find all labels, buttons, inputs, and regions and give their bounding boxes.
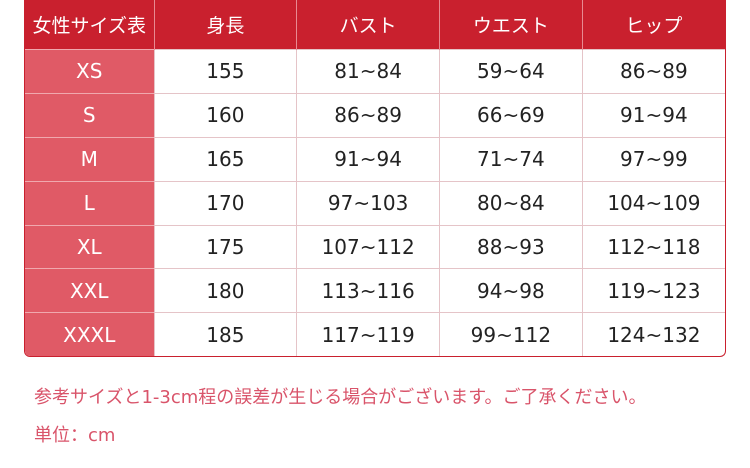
table-cell: 97~103 [296, 180, 440, 226]
table-cell: 86~89 [581, 49, 725, 94]
column-header: 身長 [153, 0, 297, 50]
table-row: XXXL 185 117~119 99~112 124~132 [25, 312, 725, 356]
table-row: XXL 180 113~116 94~98 119~123 [25, 268, 725, 313]
disclaimer-note: 参考サイズと1-3cm程の誤差が生じる場合がございます。ご了承ください。 [34, 387, 647, 408]
table-cell: 94~98 [439, 268, 583, 313]
table-cell: 107~112 [296, 224, 440, 269]
size-label: XXL [25, 268, 154, 313]
size-label: L [25, 180, 154, 226]
table-row: M 165 91~94 71~74 97~99 [25, 136, 725, 182]
size-label: XS [25, 49, 154, 94]
table-row: XS 155 81~84 59~64 86~89 [25, 49, 725, 94]
size-label: XL [25, 224, 154, 269]
table-cell: 97~99 [581, 136, 725, 182]
header-row: 女性サイズ表 身長 バスト ウエスト ヒップ [25, 0, 725, 50]
table-cell: 59~64 [439, 49, 583, 94]
table-cell: 180 [153, 268, 297, 313]
column-header: 女性サイズ表 [25, 0, 154, 50]
table-cell: 80~84 [439, 180, 583, 226]
table-cell: 117~119 [296, 312, 440, 356]
size-chart-table: 女性サイズ表 身長 バスト ウエスト ヒップ XS 155 81~84 59~64 86~89 S… [24, 0, 726, 357]
table-cell: 91~94 [296, 136, 440, 182]
table-cell: 185 [153, 312, 297, 356]
table-cell: 124~132 [581, 312, 725, 356]
size-label: S [25, 92, 154, 138]
table-cell: 71~74 [439, 136, 583, 182]
table-cell: 119~123 [581, 268, 725, 313]
table-cell: 81~84 [296, 49, 440, 94]
size-label: XXXL [25, 312, 154, 356]
table-cell: 112~118 [581, 224, 725, 269]
table-cell: 86~89 [296, 92, 440, 138]
table-cell: 160 [153, 92, 297, 138]
table-cell: 88~93 [439, 224, 583, 269]
column-header: ウエスト [439, 0, 583, 50]
table-row: XL 175 107~112 88~93 112~118 [25, 224, 725, 269]
column-header: ヒップ [581, 0, 725, 50]
table-cell: 155 [153, 49, 297, 94]
table-cell: 66~69 [439, 92, 583, 138]
table-cell: 91~94 [581, 92, 725, 138]
table-row: S 160 86~89 66~69 91~94 [25, 92, 725, 138]
size-label: M [25, 136, 154, 182]
table-cell: 165 [153, 136, 297, 182]
table-row: L 170 97~103 80~84 104~109 [25, 180, 725, 226]
table-cell: 113~116 [296, 268, 440, 313]
table-cell: 170 [153, 180, 297, 226]
table-cell: 104~109 [581, 180, 725, 226]
table-cell: 175 [153, 224, 297, 269]
unit-note: 単位：cm [34, 425, 116, 446]
table-cell: 99~112 [439, 312, 583, 356]
column-header: バスト [296, 0, 440, 50]
